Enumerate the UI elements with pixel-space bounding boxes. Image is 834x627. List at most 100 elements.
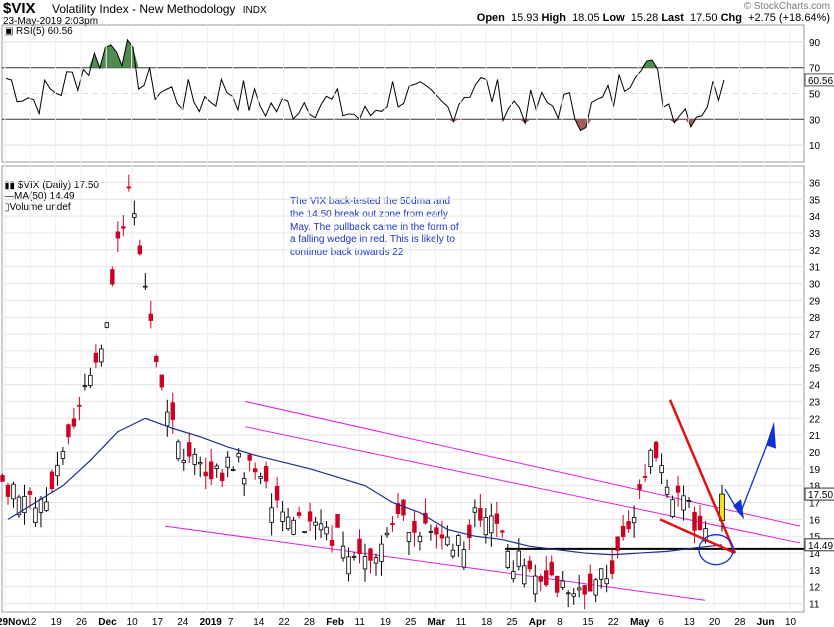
candle-body (522, 565, 527, 585)
candle-body (467, 524, 472, 538)
rsi-legend-marker: ▣ (4, 26, 14, 37)
chart-date: 23-May-2019 2:03pm (3, 16, 99, 27)
last-label: Last (661, 12, 684, 24)
candle-body (417, 535, 423, 543)
candle-body (115, 231, 121, 239)
candle-body (428, 530, 434, 533)
candle-body (346, 556, 351, 575)
ma-price-badge-bg (804, 538, 834, 552)
candle-body (126, 186, 132, 189)
x-tick-label: 28 (304, 617, 316, 627)
rsi-tick-label: 70 (809, 64, 821, 75)
candle-body (604, 578, 609, 585)
price-tick-label: 12 (809, 583, 821, 594)
candle-body (55, 464, 60, 477)
x-tick-label: 8 (557, 617, 563, 627)
candle-body (368, 548, 373, 561)
candle-body (93, 352, 99, 363)
price-tick-label: 13 (809, 566, 821, 577)
rsi-value-label: 60.56 (808, 76, 833, 87)
candle-body (505, 550, 510, 568)
high-label: High (541, 12, 566, 24)
rsi-oversold-fill (497, 119, 504, 121)
candle-body (686, 500, 692, 502)
price-panel-frame (1, 165, 805, 613)
rsi-oversold-fill (668, 119, 675, 123)
up-arrow-line (739, 431, 773, 515)
candle-body (176, 441, 181, 460)
candle-body (22, 495, 27, 514)
brand-label: © StockCharts.com (743, 1, 830, 12)
candle-body (692, 511, 697, 531)
candle-body (489, 515, 494, 534)
candle-body (203, 471, 208, 477)
rsi-tick-label: 90 (809, 38, 821, 49)
candle-body (637, 484, 642, 490)
symbol-name: Volatility Index - New Methodology INDX (52, 2, 267, 16)
candle-body (500, 530, 505, 533)
x-tick-label: 11 (355, 617, 366, 627)
candle-body (148, 313, 153, 321)
open-label: Open (476, 12, 505, 24)
candle-body (318, 523, 324, 531)
price-legend-volume: ▯Volume undef (4, 202, 99, 213)
x-tick-label: 20 (709, 617, 721, 627)
price-tick-label: 18 (809, 482, 821, 493)
candle-body (461, 549, 467, 568)
rsi-oversold-fill (503, 119, 509, 121)
symbol-description: Volatility Index - New Methodology (52, 2, 236, 16)
candle-body (571, 593, 576, 597)
candle-body (247, 454, 252, 461)
candle-body (121, 226, 126, 229)
candle-body (104, 322, 110, 328)
candle-body (44, 501, 49, 511)
candle-body (132, 213, 137, 218)
rsi-value-badge (804, 73, 834, 87)
candle-body (653, 441, 659, 459)
candle-body (577, 587, 582, 591)
candle-body (533, 575, 538, 595)
candle-body (423, 512, 428, 524)
x-tick-label: 22 (279, 617, 291, 627)
x-tick-label: 22 (608, 617, 620, 627)
candle-body (555, 575, 560, 593)
open-value: 15.93 (510, 12, 539, 24)
candle-body (291, 519, 296, 535)
candle-body (154, 356, 159, 362)
wedge-lower-line (659, 518, 736, 555)
rsi-legend-text: RSI(5) 60.56 (16, 26, 73, 37)
candle-body (609, 560, 615, 574)
x-tick-label: 25 (506, 617, 518, 627)
price-tick-label: 15 (809, 532, 821, 543)
price-tick-label: 24 (809, 381, 821, 392)
x-tick-label: 12 (25, 617, 37, 627)
channel-lower-line (164, 525, 706, 601)
candle-body (544, 570, 549, 586)
price-tick-label: 31 (809, 263, 821, 274)
ma-legend-text: MA(50) 14.49 (14, 191, 75, 202)
x-tick-label: 6 (658, 617, 664, 627)
candle-body (49, 471, 55, 489)
price-tick-label: 30 (809, 280, 821, 291)
candle-body (280, 511, 285, 522)
candle-body (27, 490, 33, 495)
candle-body (258, 476, 263, 479)
rsi-overbought-fill (652, 60, 658, 68)
candle-body (88, 374, 93, 387)
last-value: 17.50 (690, 12, 718, 24)
candle-body (659, 465, 664, 474)
candle-body (225, 456, 230, 468)
candle-body (77, 404, 82, 407)
candle-body (384, 532, 390, 536)
x-tick-label: May (630, 617, 650, 627)
candle-body (313, 521, 318, 526)
candle-body (527, 560, 532, 570)
price-tick-label: 17 (809, 499, 821, 510)
candle-body (82, 385, 88, 388)
price-tick-label: 20 (809, 448, 821, 459)
price-tick-label: 11 (809, 600, 820, 611)
price-legend-ma: —MA(50) 14.49 (4, 191, 99, 202)
candle-body (494, 513, 500, 524)
candle-body (620, 525, 626, 537)
